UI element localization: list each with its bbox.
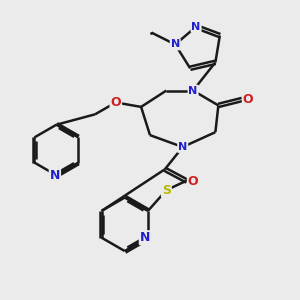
Text: N: N xyxy=(191,22,201,32)
Text: O: O xyxy=(243,93,254,106)
Text: O: O xyxy=(188,175,198,188)
Text: N: N xyxy=(140,231,150,244)
Text: N: N xyxy=(50,169,60,182)
Text: N: N xyxy=(178,142,187,152)
Text: O: O xyxy=(110,96,121,109)
Text: S: S xyxy=(162,184,171,196)
Text: N: N xyxy=(188,85,198,96)
Text: N: N xyxy=(171,40,180,50)
